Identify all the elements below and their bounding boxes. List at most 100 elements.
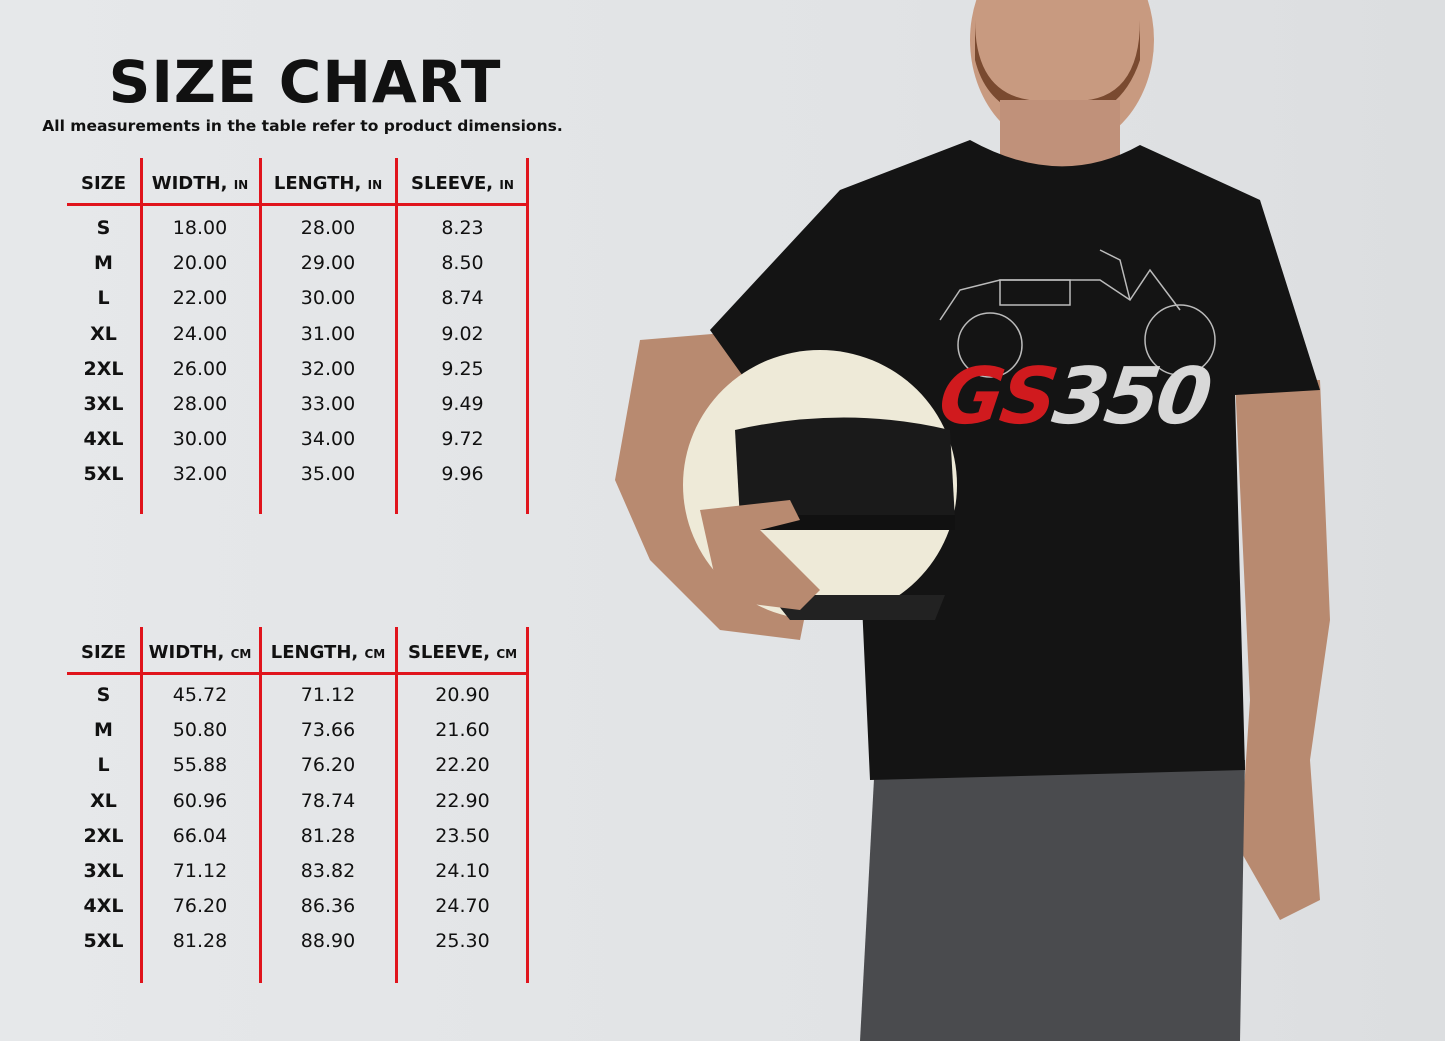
value-cell: 8.50: [441, 252, 484, 275]
value-cell: 81.28: [300, 824, 356, 847]
column-divider: [526, 158, 529, 514]
size-cell: 3XL: [83, 393, 124, 415]
value-cell: 8.74: [441, 287, 484, 310]
unit-label: IN: [499, 178, 514, 192]
value-cell: 45.72: [172, 684, 228, 706]
size-table-centimeters: SIZE WIDTH, CM LENGTH, CM SLEEVE, CM S 45.72 7…: [67, 627, 529, 983]
value-cell: 30.00: [300, 287, 356, 310]
unit-label: CM: [230, 647, 252, 661]
right-arm: [1235, 380, 1330, 920]
value-cell: 25.30: [435, 930, 490, 953]
header-divider: [67, 672, 529, 675]
value-cell: 30.00: [172, 428, 228, 451]
t-shirt: [710, 140, 1320, 780]
column-header: SLEEVE, CM: [396, 641, 529, 666]
header-label: WIDTH,: [151, 173, 228, 194]
column-header: LENGTH, IN: [260, 172, 396, 197]
value-cell: 21.60: [435, 719, 490, 742]
size-cell: 4XL: [83, 895, 124, 918]
column-header: SLEEVE, IN: [396, 172, 529, 197]
value-cell: 50.80: [172, 719, 228, 742]
value-cell: 20.00: [172, 252, 228, 275]
size-cell: S: [96, 217, 111, 239]
unit-label: IN: [367, 178, 383, 192]
value-cell: 26.00: [172, 357, 228, 380]
header-label: SLEEVE,: [411, 173, 494, 194]
value-cell: 34.00: [300, 428, 356, 451]
neck: [1000, 100, 1120, 170]
size-cell: XL: [90, 322, 117, 345]
value-cell: 23.50: [435, 824, 490, 847]
size-cell: 2XL: [83, 824, 124, 847]
unit-label: IN: [233, 178, 249, 192]
value-cell: 24.00: [172, 322, 228, 345]
column-divider: [259, 158, 262, 514]
size-cell: 5XL: [83, 463, 124, 486]
column-header: LENGTH, CM: [260, 641, 396, 666]
value-cell: 83.82: [300, 860, 356, 882]
size-cell: M: [94, 252, 113, 275]
size-cell: XL: [90, 789, 117, 812]
motorcycle-graphic: [939, 249, 1216, 378]
size-cell: S: [96, 684, 111, 706]
value-cell: 18.00: [172, 217, 228, 239]
column-header: SIZE: [67, 172, 140, 196]
header-label: LENGTH,: [273, 173, 362, 194]
unit-label: CM: [496, 647, 518, 661]
value-cell: 81.28: [172, 930, 228, 953]
header-label: SIZE: [80, 642, 126, 663]
value-cell: 76.20: [172, 895, 228, 918]
value-cell: 24.70: [435, 895, 490, 918]
size-table-inches: SIZE WIDTH, IN LENGTH, IN SLEEVE, IN S 18.00 2…: [67, 158, 529, 514]
value-cell: 9.02: [441, 322, 484, 345]
value-cell: 29.00: [300, 252, 356, 275]
value-cell: 32.00: [300, 357, 356, 380]
size-cell: 5XL: [83, 930, 124, 953]
value-cell: 55.88: [172, 754, 228, 777]
value-cell: 9.49: [441, 393, 484, 415]
value-cell: 73.66: [300, 719, 356, 742]
value-cell: 71.12: [300, 684, 356, 706]
column-divider: [526, 627, 529, 983]
column-divider: [140, 158, 143, 514]
gs350-logo: GS350: [933, 352, 1215, 442]
column-divider: [395, 158, 398, 514]
size-cell: 2XL: [83, 357, 124, 380]
value-cell: 24.10: [435, 860, 490, 882]
value-cell: 35.00: [300, 463, 356, 486]
header-divider: [67, 203, 529, 206]
size-cell: 3XL: [83, 860, 124, 882]
column-header: WIDTH, IN: [140, 172, 260, 197]
header-label: SIZE: [80, 173, 126, 194]
column-divider: [259, 627, 262, 983]
value-cell: 76.20: [300, 754, 356, 777]
value-cell: 28.00: [300, 217, 356, 239]
value-cell: 22.00: [172, 287, 228, 310]
column-header: WIDTH, CM: [140, 641, 260, 666]
value-cell: 33.00: [300, 393, 356, 415]
value-cell: 9.25: [441, 357, 484, 380]
hand: [700, 500, 820, 610]
value-cell: 86.36: [300, 895, 356, 918]
page-title: SIZE CHART: [108, 48, 502, 116]
size-cell: L: [97, 754, 110, 777]
value-cell: 88.90: [300, 930, 356, 953]
column-divider: [395, 627, 398, 983]
size-cell: 4XL: [83, 428, 124, 451]
value-cell: 66.04: [172, 824, 228, 847]
header-label: LENGTH,: [270, 642, 359, 663]
column-header: SIZE: [67, 641, 140, 665]
value-cell: 71.12: [172, 860, 228, 882]
value-cell: 32.00: [172, 463, 228, 486]
value-cell: 9.72: [441, 428, 484, 451]
column-divider: [140, 627, 143, 983]
header-label: SLEEVE,: [407, 642, 491, 663]
value-cell: 22.90: [435, 789, 490, 812]
size-cell: M: [94, 719, 113, 742]
header-label: WIDTH,: [148, 642, 225, 663]
value-cell: 60.96: [172, 789, 228, 812]
value-cell: 31.00: [300, 322, 356, 345]
size-cell: L: [97, 287, 110, 310]
value-cell: 20.90: [435, 684, 490, 706]
value-cell: 28.00: [172, 393, 228, 415]
